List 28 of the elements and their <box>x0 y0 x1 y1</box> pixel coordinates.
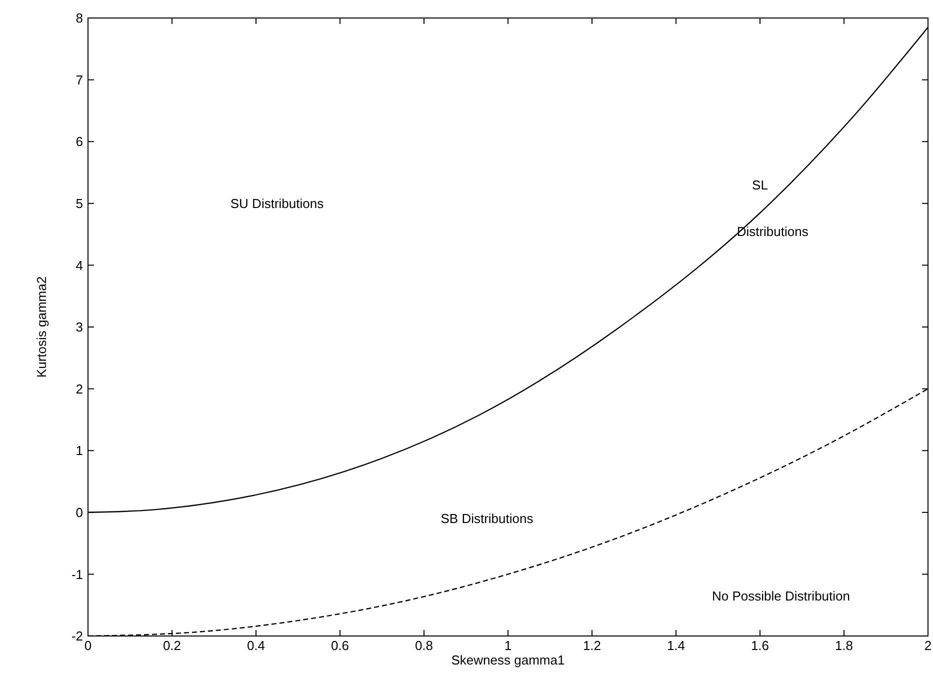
x-tick-label: 1.6 <box>750 638 770 653</box>
y-tick-label: 8 <box>76 10 83 26</box>
y-tick-label: 7 <box>76 72 83 88</box>
annotation: Distributions <box>736 224 809 239</box>
annotation: SB Distributions <box>440 511 534 526</box>
y-tick-label: 6 <box>76 134 83 150</box>
y-tick-label: 4 <box>76 258 83 273</box>
annotation: No Possible Distribution <box>712 588 850 604</box>
x-tick-label: 0.4 <box>246 638 266 653</box>
y-tick-label: 1 <box>76 443 83 458</box>
x-tick-label: 1.2 <box>582 638 602 653</box>
y-tick-label: 5 <box>76 196 83 211</box>
y-tick-label: 2 <box>76 381 83 396</box>
y-tick-label: -1 <box>71 566 83 582</box>
x-axis-title: Skewness gamma1 <box>451 652 565 668</box>
y-tick-label: 3 <box>76 320 83 335</box>
annotation: SL <box>752 177 768 192</box>
y-tick-label: 0 <box>76 504 83 520</box>
x-tick-label: 2 <box>924 638 932 653</box>
annotation: SU Distributions <box>230 196 324 211</box>
y-axis-title: Kurtosis gamma2 <box>34 276 49 378</box>
x-tick-label: 1.8 <box>834 638 854 653</box>
x-tick-label: 1.4 <box>666 638 686 653</box>
x-tick-label: 0.8 <box>414 638 434 653</box>
x-tick-label: 1 <box>504 638 512 653</box>
y-tick-label: -2 <box>71 628 83 644</box>
x-tick-label: 0.6 <box>330 638 350 653</box>
x-tick-label: 0.2 <box>162 638 182 653</box>
